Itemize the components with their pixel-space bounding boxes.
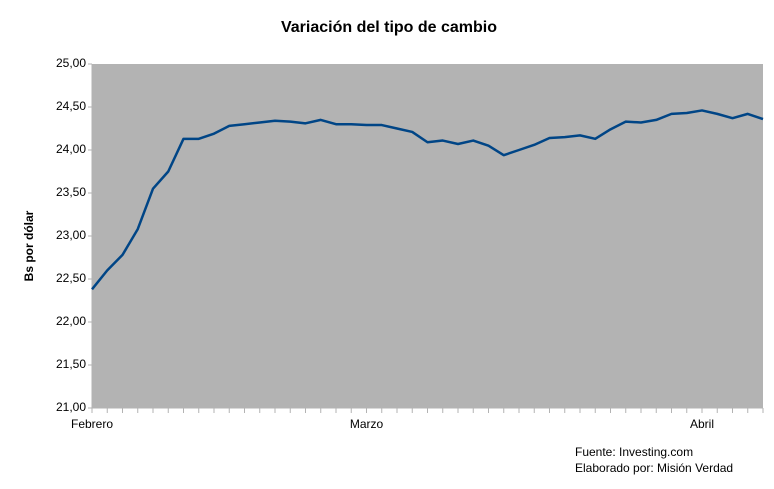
- y-tick-label: 23,50: [56, 185, 86, 199]
- y-tick-label: 22,00: [56, 314, 86, 328]
- y-tick-label: 24,50: [56, 99, 86, 113]
- y-axis-label: Bs por dólar: [22, 210, 36, 281]
- plot-area: [92, 64, 763, 408]
- source-note: Fuente: Investing.com: [575, 445, 693, 459]
- x-tick-label: Febrero: [71, 417, 113, 431]
- x-tick-label: Abril: [690, 417, 714, 431]
- y-tick-label: 24,00: [56, 142, 86, 156]
- credit-note: Elaborado por: Misión Verdad: [575, 461, 733, 475]
- y-tick-label: 25,00: [56, 56, 86, 70]
- y-tick-label: 21,00: [56, 400, 86, 414]
- y-tick-label: 23,00: [56, 228, 86, 242]
- chart-title: Variación del tipo de cambio: [281, 19, 497, 36]
- y-tick-label: 21,50: [56, 357, 86, 371]
- x-tick-label: Marzo: [350, 417, 384, 431]
- data-line: [91, 109, 764, 291]
- y-tick-label: 22,50: [56, 271, 86, 285]
